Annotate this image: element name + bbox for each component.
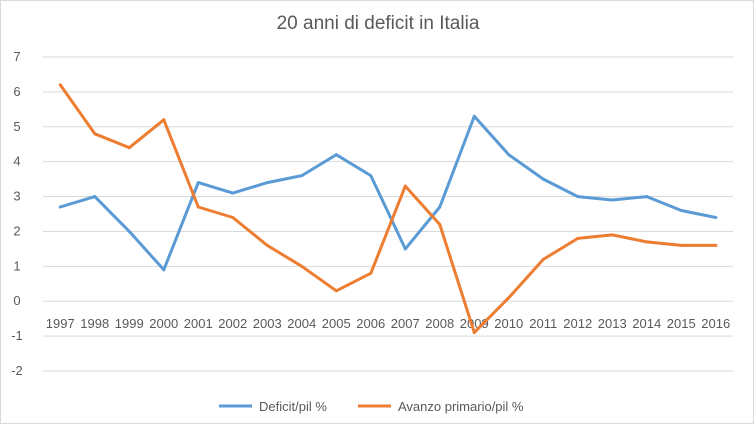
x-tick-label: 2009 xyxy=(460,316,489,331)
data-point xyxy=(472,114,476,118)
data-point xyxy=(576,236,580,240)
y-tick-label: 3 xyxy=(13,189,20,204)
data-point xyxy=(162,268,166,272)
x-tick-label: 2014 xyxy=(632,316,661,331)
series-line-1 xyxy=(58,114,718,272)
data-point xyxy=(265,243,269,247)
y-tick-label: 5 xyxy=(13,119,20,134)
data-point xyxy=(507,153,511,157)
y-axis-tick-labels: -2 -1 0 1 2 3 4 5 6 7 xyxy=(11,49,23,378)
x-tick-label: 2003 xyxy=(253,316,282,331)
y-tick-label: 4 xyxy=(13,154,20,169)
legend-label-2: Avanzo primario/pil % xyxy=(398,399,524,414)
x-tick-label: 2011 xyxy=(529,316,557,331)
data-point xyxy=(300,174,304,178)
x-tick-label: 2010 xyxy=(494,316,523,331)
y-tick-label: -2 xyxy=(11,363,23,378)
x-tick-label: 1999 xyxy=(115,316,144,331)
x-tick-label: 2013 xyxy=(598,316,627,331)
data-point xyxy=(127,229,131,233)
data-point xyxy=(610,198,614,202)
y-tick-label: 6 xyxy=(13,84,20,99)
data-point xyxy=(300,264,304,268)
data-point xyxy=(403,247,407,251)
data-point xyxy=(334,153,338,157)
data-point xyxy=(507,296,511,300)
data-point xyxy=(127,146,131,150)
data-point xyxy=(438,222,442,226)
data-point xyxy=(679,209,683,213)
data-point xyxy=(231,215,235,219)
y-tick-label: 2 xyxy=(13,223,20,238)
data-point xyxy=(196,205,200,209)
data-point xyxy=(576,195,580,199)
legend-label-1: Deficit/pil % xyxy=(259,399,327,414)
data-point xyxy=(714,243,718,247)
data-point xyxy=(645,240,649,244)
y-tick-label: 0 xyxy=(13,293,20,308)
data-point xyxy=(610,233,614,237)
legend: Deficit/pil % Avanzo primario/pil % xyxy=(219,399,524,414)
x-tick-label: 2007 xyxy=(391,316,420,331)
x-tick-label: 2001 xyxy=(184,316,213,331)
data-point xyxy=(265,181,269,185)
y-tick-label: 1 xyxy=(13,258,20,273)
x-tick-label: 2000 xyxy=(149,316,178,331)
data-point xyxy=(472,331,476,335)
data-point xyxy=(334,289,338,293)
x-tick-label: 2002 xyxy=(218,316,247,331)
x-tick-label: 1998 xyxy=(80,316,109,331)
x-tick-label: 2016 xyxy=(701,316,730,331)
x-tick-label: 2008 xyxy=(425,316,454,331)
data-point xyxy=(369,174,373,178)
x-tick-label: 2012 xyxy=(563,316,592,331)
data-point xyxy=(403,184,407,188)
data-point xyxy=(541,177,545,181)
x-tick-label: 2005 xyxy=(322,316,351,331)
series-layer xyxy=(58,83,718,335)
data-point xyxy=(162,118,166,122)
data-point xyxy=(93,195,97,199)
x-tick-label: 2006 xyxy=(356,316,385,331)
data-point xyxy=(58,83,62,87)
series-line-2 xyxy=(58,83,718,335)
data-point xyxy=(196,181,200,185)
x-tick-label: 2004 xyxy=(287,316,316,331)
chart-title: 20 anni di deficit in Italia xyxy=(277,13,480,34)
data-point xyxy=(58,205,62,209)
y-tick-label: 7 xyxy=(13,49,20,64)
data-point xyxy=(541,257,545,261)
y-tick-label: -1 xyxy=(11,328,23,343)
data-point xyxy=(231,191,235,195)
data-point xyxy=(369,271,373,275)
x-tick-label: 1997 xyxy=(46,316,75,331)
data-point xyxy=(438,205,442,209)
data-point xyxy=(93,132,97,136)
x-axis-tick-labels: 1997 1998 1999 2000 2001 2002 2003 2004 2005 2006… xyxy=(46,316,730,331)
data-point xyxy=(679,243,683,247)
data-point xyxy=(714,215,718,219)
data-point xyxy=(645,195,649,199)
x-tick-label: 2015 xyxy=(667,316,696,331)
